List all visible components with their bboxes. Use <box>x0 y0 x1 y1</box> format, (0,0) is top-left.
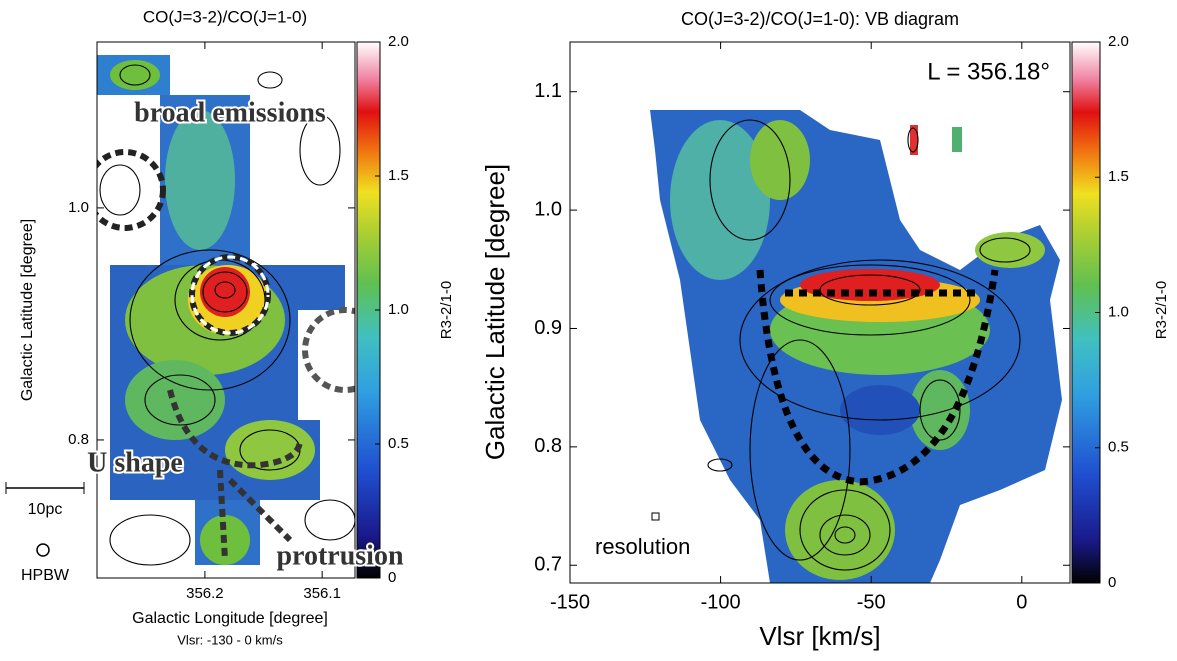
x-tick-label: -100 <box>701 591 741 613</box>
x-axis-label: Galactic Longitude [degree] <box>132 610 328 627</box>
subtitle: Vlsr: -130 - 0 km/s <box>177 632 283 647</box>
plot-frame <box>569 41 1071 584</box>
colorbar-label: R3-2/1-0 <box>438 281 455 339</box>
colorbar-tick-label: 1.0 <box>388 301 409 318</box>
colorbar-tick-label: 0.5 <box>1108 439 1129 456</box>
y-tick-label: 0.7 <box>534 554 562 576</box>
y-tick-label: 0.8 <box>534 435 562 457</box>
annotation: broad emissions <box>134 97 326 128</box>
y-axis-label: Galactic Latitude [degree] <box>480 164 510 460</box>
annotation: protrusion <box>276 540 403 571</box>
left-map-image <box>97 55 355 566</box>
right-map-image <box>650 110 1062 583</box>
beam-circle <box>36 543 50 557</box>
chart-title: CO(J=3-2)/CO(J=1-0) <box>143 7 307 26</box>
x-tick-label: 0 <box>1016 591 1027 613</box>
annotation: HPBW <box>21 567 70 584</box>
colorbar-tick-label: 2.0 <box>388 33 409 50</box>
annotation: 10pc <box>28 501 63 518</box>
y-tick-label: 1.0 <box>68 199 89 216</box>
x-tick-label: -150 <box>550 591 590 613</box>
y-axis-label: Galactic Latitude [degree] <box>19 219 36 401</box>
annotation: L = 356.18° <box>927 58 1050 85</box>
colorbar-label: R3-2/1-0 <box>1153 281 1170 339</box>
x-tick-label: -50 <box>857 591 886 613</box>
annotation: resolution <box>595 534 690 559</box>
colorbar-tick-label: 0 <box>1108 574 1116 591</box>
colorbar-tick-label: 2.0 <box>1108 33 1129 50</box>
y-tick-label: 1.0 <box>534 198 562 220</box>
y-tick-label: 0.8 <box>68 431 89 448</box>
y-tick-label: 1.1 <box>534 80 562 102</box>
colorbar-tick-label: 1.5 <box>388 167 409 184</box>
y-tick-label: 0.9 <box>534 317 562 339</box>
plot-frame <box>96 41 356 579</box>
colorbar-tick-label: 0 <box>388 569 396 586</box>
annotation: U shape <box>87 447 183 478</box>
chart-title: CO(J=3-2)/CO(J=1-0): VB diagram <box>681 9 959 29</box>
x-tick-label: 356.2 <box>186 585 224 602</box>
x-tick-label: 356.1 <box>303 585 341 602</box>
x-axis-label: Vlsr [km/s] <box>759 621 880 651</box>
colorbar-tick-label: 1.0 <box>1108 303 1129 320</box>
colorbar-tick-label: 1.5 <box>1108 168 1129 185</box>
colorbar-tick-label: 0.5 <box>388 435 409 452</box>
